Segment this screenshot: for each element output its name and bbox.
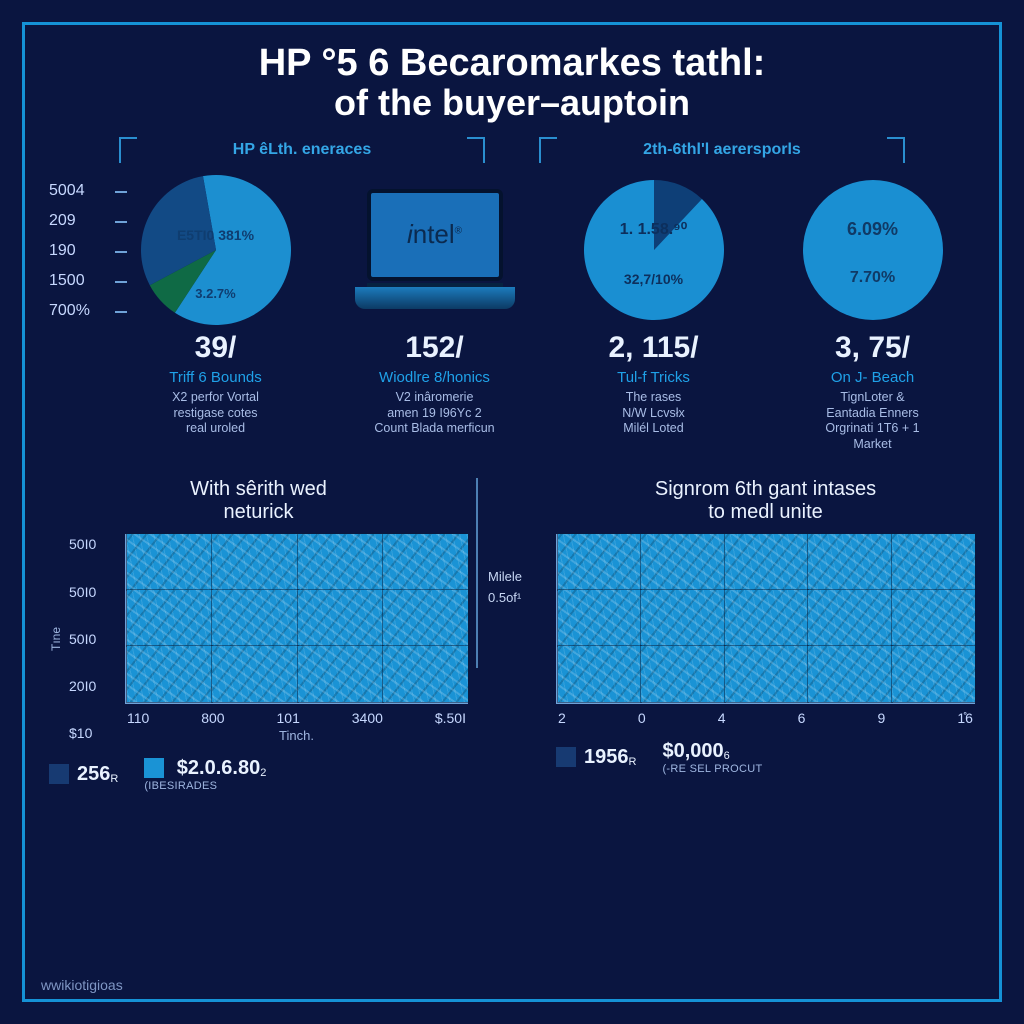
card-3-label: Tul-f Tricks bbox=[551, 369, 756, 386]
card-4-desc: TignLoter & Eantadia Enners Orgrinati 1T… bbox=[770, 390, 975, 453]
pie-chart-3: 6.09% 7.70% bbox=[770, 175, 975, 325]
card-1: E5TI0 381% 3.2.7% 39/ Triff 6 Bounds X2 … bbox=[113, 175, 318, 437]
panel-right: Signrom 6th gant intases to medl unite 2… bbox=[556, 478, 975, 792]
laptop-icon: intel® bbox=[355, 185, 515, 315]
pie-chart-1: E5TI0 381% 3.2.7% bbox=[113, 175, 318, 325]
tilemap-left bbox=[125, 534, 468, 704]
mid-labels: Milele 0.5of¹ bbox=[476, 478, 548, 668]
intel-logo: intel® bbox=[407, 219, 462, 250]
panel-left-xlabel: Tinch. bbox=[125, 728, 468, 743]
panel-left-yticks: 50I0 50I0 50I0 20I0 $10 bbox=[69, 534, 125, 743]
footer-credit: wwikiotigioas bbox=[41, 977, 123, 993]
panel-left-xticks: 110 800 101 3400 $.50I bbox=[125, 710, 468, 726]
panel-right-title: Signrom 6th gant intases to medl unite bbox=[556, 478, 975, 524]
card-2-desc: V2 inâromerie amen 19 I96Yc 2 Count Blad… bbox=[332, 390, 537, 437]
card-1-value: 39/ bbox=[113, 331, 318, 365]
card-1-desc: X2 perfor Vortal restigase cotes real ur… bbox=[113, 390, 318, 437]
panel-left: With sêrith wed neturick Tıne 50I0 50I0 … bbox=[49, 478, 468, 792]
tilemap-right bbox=[556, 534, 975, 704]
card-1-label: Triff 6 Bounds bbox=[113, 369, 318, 386]
card-3: 1. 1.58.⁹⁰ 32,7/10% 2, 115/ Tul-f Tricks… bbox=[551, 175, 756, 437]
card-2: intel® 152/ Wiodlre 8/honics V2 inâromer… bbox=[332, 175, 537, 437]
section-headers: HP êLth. eneraces 2th-6thl'l aerersporls bbox=[49, 137, 975, 163]
pie-chart-2: 1. 1.58.⁹⁰ 32,7/10% bbox=[551, 175, 756, 325]
section-left: HP êLth. eneraces bbox=[137, 137, 467, 163]
legend-right: 1956R $0,0006 (-RE SEL PROCUT bbox=[556, 740, 975, 775]
panel-left-ylabel: Tıne bbox=[49, 627, 63, 651]
card-4-label: On J- Beach bbox=[770, 369, 975, 386]
title-line2: of the buyer–auptoin bbox=[49, 84, 975, 123]
card-3-value: 2, 115/ bbox=[551, 331, 756, 365]
title-line1: HP °5 6 Becaromarkes tathl: bbox=[49, 43, 975, 84]
card-4-value: 3, 75/ bbox=[770, 331, 975, 365]
card-2-label: Wiodlre 8/honics bbox=[332, 369, 537, 386]
card-3-desc: The rases N/W Lcvsłx Milél Loted bbox=[551, 390, 756, 437]
panel-left-title: With sêrith wed neturick bbox=[49, 478, 468, 524]
panel-right-xticks: 2 0 4 6 9 1̊6 bbox=[556, 710, 975, 726]
section-right: 2th-6thl'l aerersporls bbox=[557, 137, 887, 163]
top-yticks: 5004 209 190 1500 700% bbox=[49, 175, 113, 453]
card-2-value: 152/ bbox=[332, 331, 537, 365]
legend-left: 256R $2.0.6.802 (IBESIRADES bbox=[49, 757, 468, 792]
card-4: 6.09% 7.70% 3, 75/ On J- Beach TignLoter… bbox=[770, 175, 975, 453]
